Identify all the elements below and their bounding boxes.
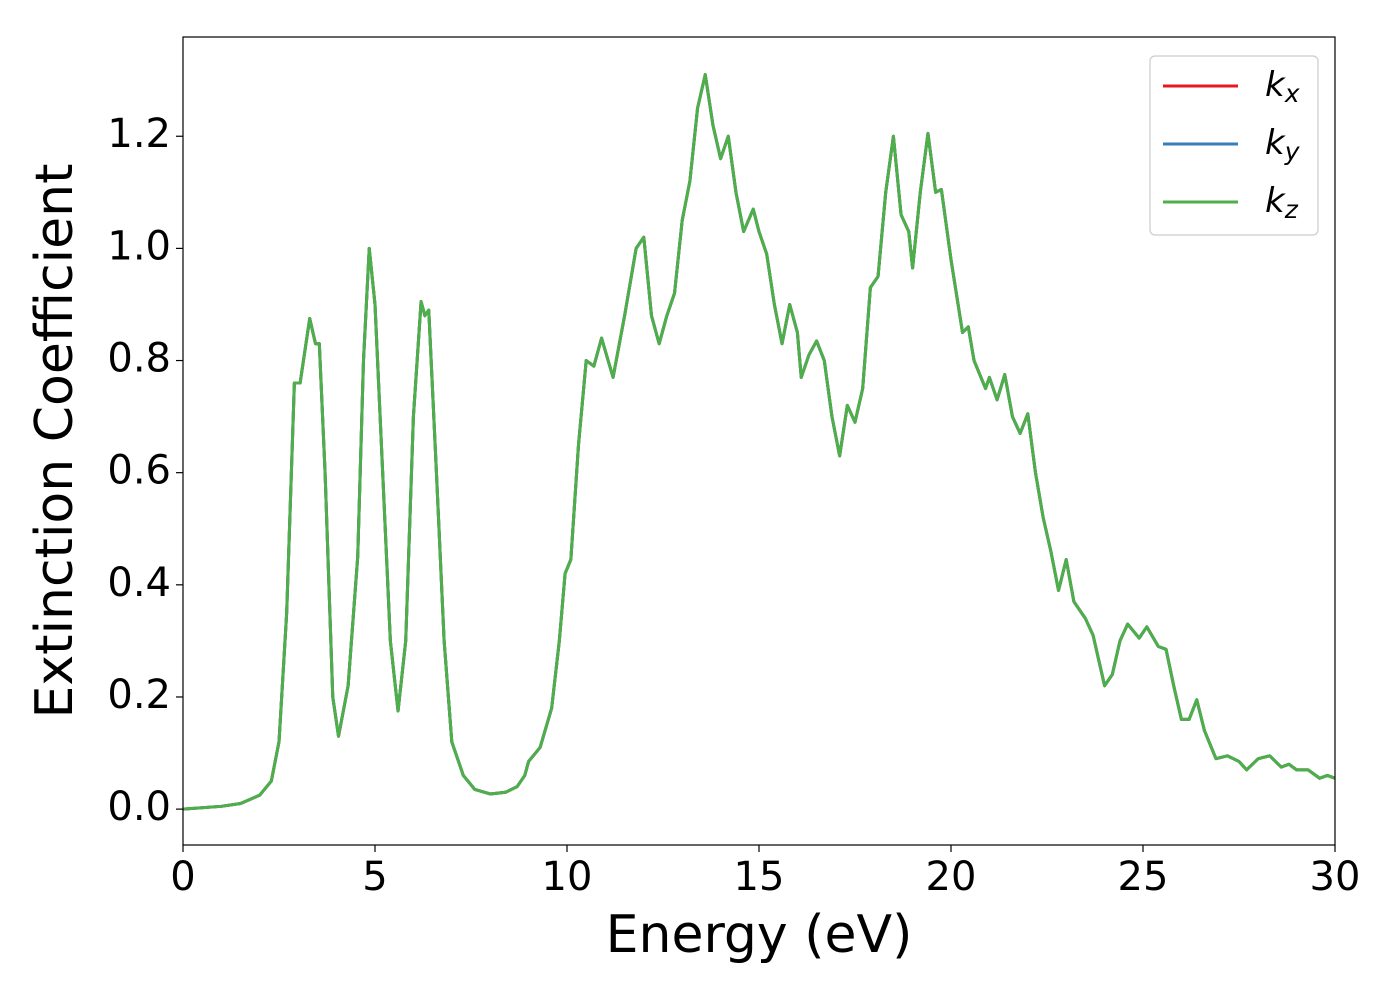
y-tick-label: 1.0	[107, 223, 171, 269]
x-tick-label: 15	[734, 854, 785, 900]
legend-label: kx	[1265, 65, 1300, 109]
x-tick-label: 5	[362, 854, 387, 900]
data-line	[183, 73, 1335, 811]
y-tick-label: 0.0	[107, 784, 171, 830]
legend-label: ky	[1265, 123, 1301, 167]
y-tick-label: 1.2	[107, 111, 171, 157]
x-tick-label: 20	[926, 854, 977, 900]
y-tick-label: 0.6	[107, 448, 171, 494]
y-axis-label: Extinction Coefficient	[25, 164, 85, 719]
y-tick-label: 0.2	[107, 672, 171, 718]
legend-label: kz	[1265, 181, 1299, 225]
y-tick-label: 0.8	[107, 336, 171, 382]
x-axis-label: Energy (eV)	[606, 905, 913, 965]
x-tick-label: 30	[1310, 854, 1361, 900]
plot-frame	[182, 36, 1336, 846]
x-tick-label: 0	[170, 854, 195, 900]
x-tick-label: 25	[1118, 854, 1169, 900]
x-tick-label: 10	[542, 854, 593, 900]
y-tick-label: 0.4	[107, 560, 171, 606]
